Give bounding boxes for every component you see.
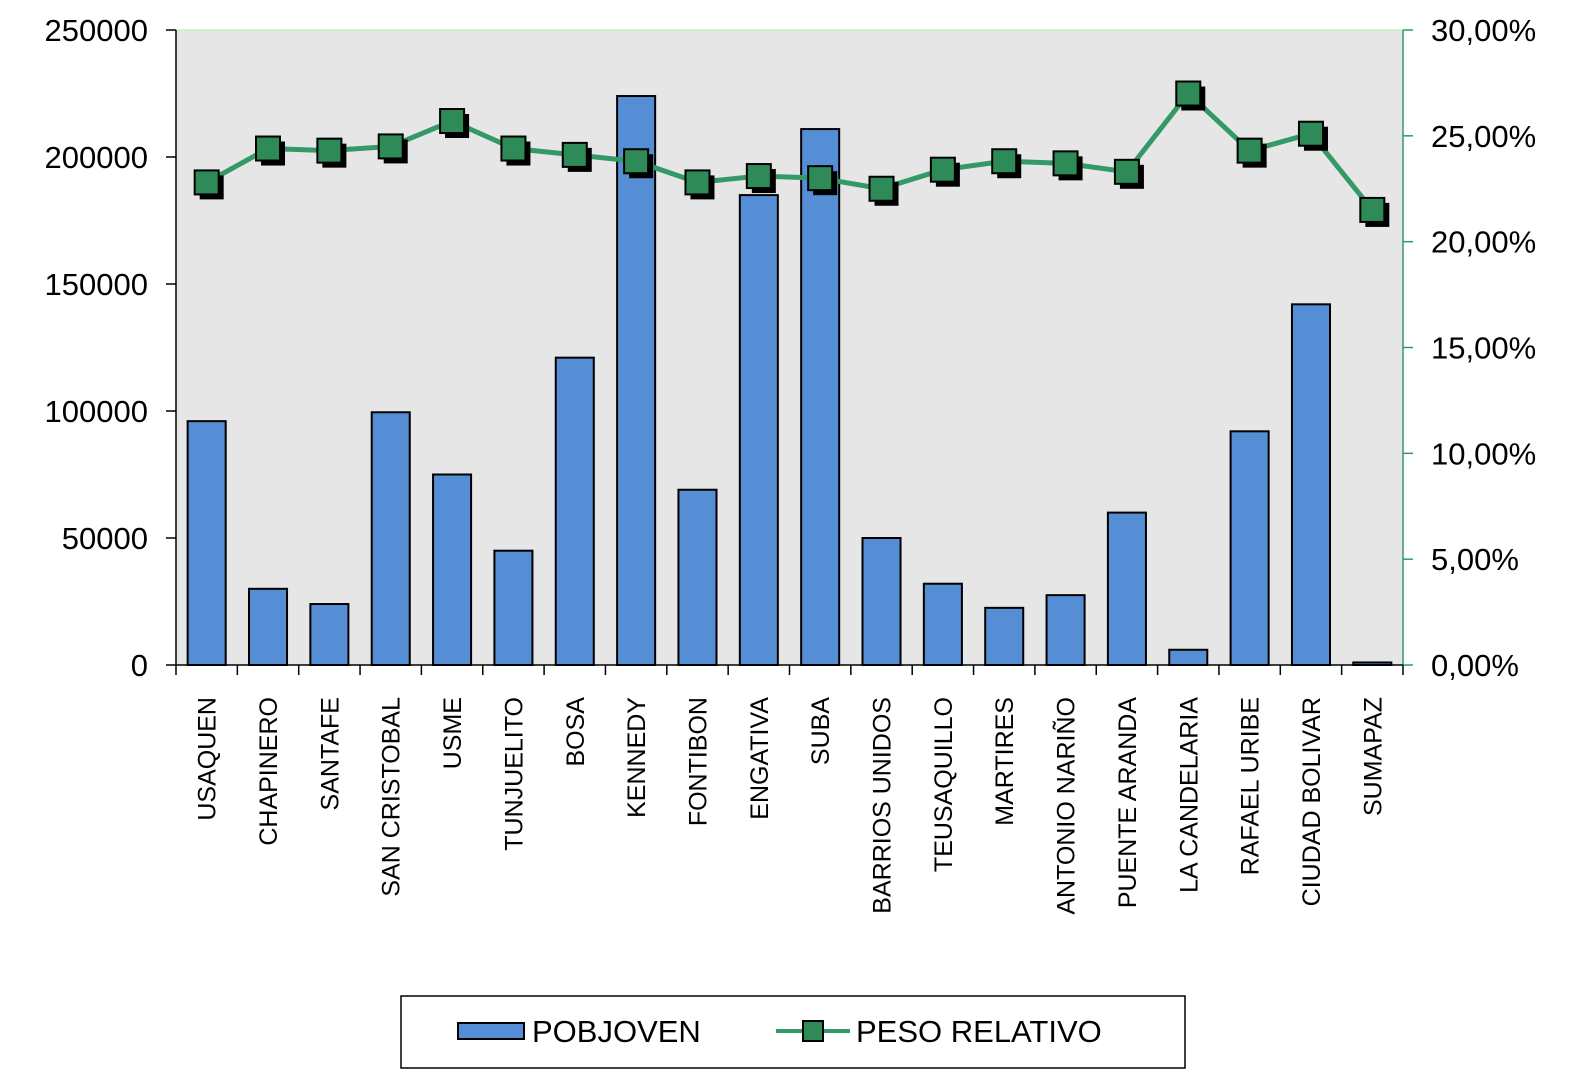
x-tick-label: MARTIRES: [991, 697, 1019, 826]
left-tick-label: 200000: [45, 140, 148, 175]
x-tick-label: BARRIOS UNIDOS: [869, 697, 897, 914]
right-tick-label: 15,00%: [1431, 331, 1536, 366]
left-tick-label: 250000: [45, 13, 148, 48]
right-tick-label: 5,00%: [1431, 542, 1519, 577]
x-tick-label: PUENTE ARANDA: [1114, 697, 1142, 908]
line-series: [193, 80, 1390, 227]
bar: [1106, 511, 1147, 666]
x-tick-label: FONTIBON: [684, 697, 712, 826]
line-marker: [1113, 158, 1140, 185]
line-marker: [991, 148, 1018, 175]
right-tick-label: 25,00%: [1431, 119, 1536, 154]
legend-bar-swatch: [457, 1022, 525, 1040]
bar: [677, 488, 718, 666]
left-axis: 0 50000 100000 150000 200000 250000: [45, 13, 177, 683]
bar: [1168, 648, 1209, 667]
x-tick-label: BOSA: [562, 697, 590, 767]
bar: [248, 587, 289, 666]
bar: [432, 473, 473, 666]
x-tick-label: SUBA: [807, 697, 835, 765]
bar: [309, 603, 350, 666]
line-marker: [807, 165, 834, 192]
bar: [186, 420, 227, 666]
x-tick-label: SUMAPAZ: [1359, 697, 1387, 816]
x-tick-label: CHAPINERO: [255, 697, 283, 846]
left-tick-label: 0: [131, 648, 148, 683]
x-axis: USAQUEN CHAPINERO SANTAFE SAN CRISTOBAL USME…: [175, 664, 1404, 915]
right-tick-label: 10,00%: [1431, 436, 1536, 471]
bar: [370, 411, 411, 666]
legend: POBJOVEN PESO RELATIVO: [400, 995, 1186, 1069]
line-marker: [193, 169, 220, 196]
line-marker: [1236, 137, 1263, 164]
line-marker: [684, 169, 711, 196]
line-marker: [623, 148, 650, 175]
x-tick-label: CIUDAD BOLIVAR: [1298, 697, 1326, 906]
bar: [493, 549, 534, 667]
bar: [554, 356, 595, 666]
bar: [1290, 303, 1331, 666]
bar: [738, 194, 779, 666]
bar: [922, 582, 963, 666]
legend-label-peso-relativo: PESO RELATIVO: [856, 1014, 1102, 1049]
left-tick-label: 150000: [45, 267, 148, 302]
right-axis: 0,00% 5,00% 10,00% 15,00% 20,00% 25,00% 30,00%: [1402, 13, 1536, 683]
right-tick-label: 0,00%: [1431, 648, 1519, 683]
left-tick-label: 100000: [45, 394, 148, 429]
line-marker: [1175, 80, 1202, 107]
line-marker: [1297, 120, 1324, 147]
line-marker: [561, 141, 588, 168]
x-tick-label: KENNEDY: [623, 697, 651, 818]
line-marker: [255, 135, 282, 162]
line-marker: [868, 175, 895, 202]
x-tick-label: TUNJUELITO: [500, 697, 528, 851]
x-tick-label: ANTONIO NARIÑO: [1052, 697, 1081, 915]
bar: [800, 128, 841, 666]
x-tick-label: TEUSAQUILLO: [930, 697, 958, 872]
x-tick-label: LA CANDELARIA: [1175, 697, 1203, 893]
right-tick-label: 30,00%: [1431, 13, 1536, 48]
x-tick-label: USAQUEN: [194, 697, 222, 821]
line-marker: [377, 133, 404, 160]
line-marker: [745, 163, 772, 190]
bar: [1045, 594, 1086, 667]
x-tick-label: SAN CRISTOBAL: [378, 697, 406, 897]
bar: [861, 537, 902, 666]
x-tick-label: USME: [439, 697, 467, 769]
x-tick-label: SANTAFE: [316, 697, 344, 810]
x-tick-label: RAFAEL URIBE: [1237, 697, 1265, 875]
bar: [984, 606, 1025, 666]
line-marker: [1052, 150, 1079, 177]
line-marker: [500, 135, 527, 162]
legend-marker-swatch: [802, 1020, 824, 1042]
bar: [1229, 430, 1270, 666]
line-marker: [316, 137, 343, 164]
legend-label-pobjoven: POBJOVEN: [532, 1014, 701, 1049]
left-tick-label: 50000: [62, 521, 148, 556]
line-marker: [1359, 196, 1386, 223]
bar: [1352, 661, 1393, 667]
line-marker: [929, 156, 956, 183]
bar-series: [186, 95, 1393, 667]
x-tick-label: ENGATIVA: [746, 697, 774, 820]
right-tick-label: 20,00%: [1431, 225, 1536, 260]
bar: [616, 95, 657, 667]
line-marker: [439, 108, 466, 135]
legend-box: [400, 995, 1186, 1069]
